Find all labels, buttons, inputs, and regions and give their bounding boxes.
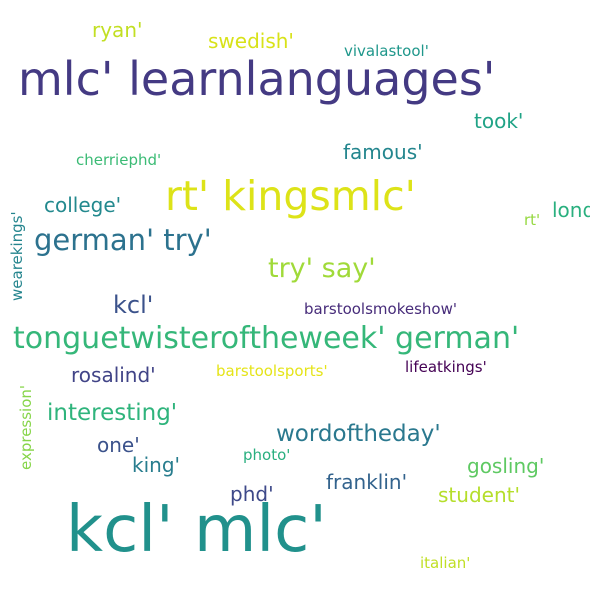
word-german-try: german' try' bbox=[34, 223, 212, 257]
word-try-say: try' say' bbox=[268, 253, 376, 284]
word-kcl-mlc: kcl' mlc' bbox=[66, 493, 327, 567]
word-took: took' bbox=[474, 109, 524, 133]
word-barstoolsmokeshow: barstoolsmokeshow' bbox=[304, 300, 457, 318]
word-king: king' bbox=[132, 453, 181, 477]
word-photo: photo' bbox=[243, 446, 291, 464]
word-interesting: interesting' bbox=[47, 400, 178, 426]
word-tonguetwisteroftheweek-german: tonguetwisteroftheweek' german' bbox=[13, 321, 520, 356]
word-rt-kingsmlc: rt' kingsmlc' bbox=[165, 172, 416, 220]
word-college: college' bbox=[44, 193, 122, 217]
word-franklin: franklin' bbox=[326, 470, 408, 494]
word-student: student' bbox=[438, 483, 520, 507]
word-cherriephd: cherriephd' bbox=[76, 151, 162, 169]
word-wordoftheday: wordoftheday' bbox=[276, 421, 441, 447]
word-barstoolsports: barstoolsports' bbox=[216, 362, 328, 380]
word-swedish: swedish' bbox=[208, 29, 294, 53]
word-rt: rt' bbox=[524, 211, 541, 229]
word-wearekings: wearekings' bbox=[8, 211, 26, 301]
word-italian: italian' bbox=[420, 554, 471, 572]
word-one: one' bbox=[97, 433, 140, 457]
word-rosalind: rosalind' bbox=[71, 363, 156, 387]
word-expression: expression' bbox=[17, 384, 35, 470]
word-famous: famous' bbox=[343, 140, 423, 164]
word-kcl: kcl' bbox=[113, 291, 154, 319]
word-phd: phd' bbox=[230, 482, 274, 506]
word-gosling: gosling' bbox=[467, 454, 545, 478]
word-london: london' bbox=[552, 198, 590, 222]
word-ryan: ryan' bbox=[92, 18, 143, 42]
word-vivalastool: vivalastool' bbox=[344, 42, 429, 60]
word-lifeatkings: lifeatkings' bbox=[405, 358, 487, 376]
word-mlc-learnlanguages: mlc' learnlanguages' bbox=[18, 52, 496, 106]
